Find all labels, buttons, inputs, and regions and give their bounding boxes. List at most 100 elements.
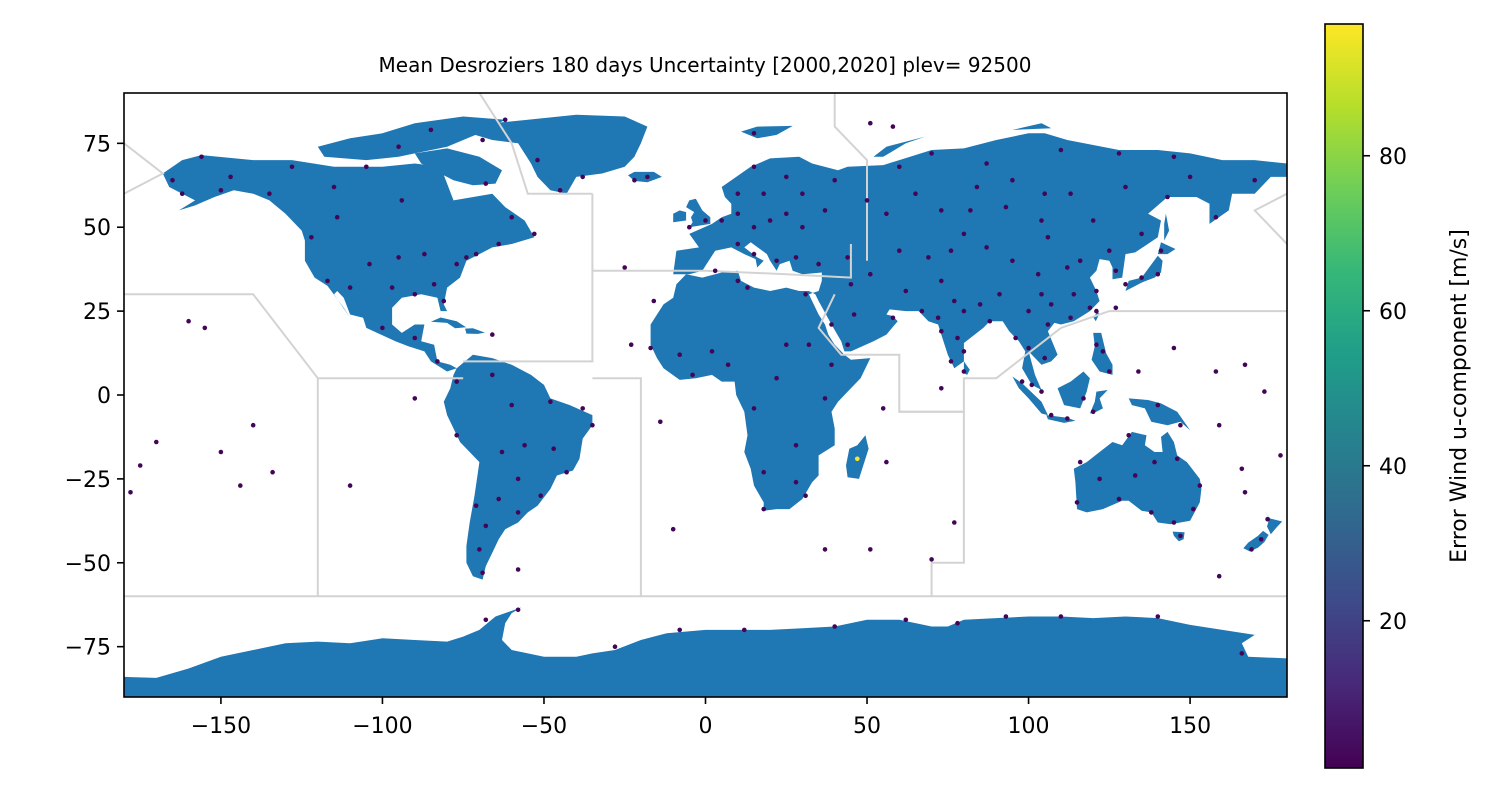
station-marker: [1042, 191, 1047, 196]
station-marker: [939, 278, 944, 284]
station-marker: [903, 617, 909, 623]
station-marker: [997, 292, 1002, 297]
station-marker: [1045, 322, 1051, 327]
station-marker: [848, 282, 854, 287]
station-marker: [712, 268, 718, 274]
new-zealand-north-land: [1263, 510, 1283, 535]
station-marker: [1039, 389, 1044, 394]
region-boundaries: [124, 93, 1287, 598]
station-marker: [822, 547, 828, 552]
station-marker: [952, 520, 957, 525]
station-marker: [499, 449, 505, 455]
station-marker: [496, 496, 502, 502]
station-marker: [926, 255, 931, 260]
station-marker: [735, 278, 741, 284]
station-marker: [580, 174, 585, 180]
station-marker: [984, 245, 989, 250]
station-marker: [1081, 396, 1086, 401]
station-marker: [1087, 305, 1093, 311]
station-marker: [490, 372, 495, 378]
map-plot-area: [124, 93, 1287, 697]
station-marker: [502, 117, 508, 123]
station-marker: [515, 607, 521, 613]
station-marker: [325, 278, 330, 284]
station-marker: [1048, 412, 1054, 418]
region-boundary-10: [930, 411, 965, 597]
sakhalin-land: [1164, 213, 1170, 241]
station-marker: [1155, 614, 1161, 619]
station-marker: [522, 443, 527, 448]
cuba-land: [430, 317, 467, 329]
station-marker: [919, 308, 925, 314]
region-boundary-5: [478, 93, 593, 195]
station-marker: [884, 459, 889, 465]
station-marker: [974, 184, 980, 190]
station-marker: [939, 328, 944, 334]
station-marker: [1010, 258, 1015, 264]
station-marker: [1116, 151, 1122, 156]
station-marker: [658, 419, 663, 425]
station-marker: [977, 302, 983, 307]
station-marker: [1077, 258, 1083, 264]
station-marker: [1242, 490, 1248, 495]
station-marker: [1213, 214, 1219, 220]
x-tick-label: 150: [1169, 714, 1211, 739]
station-marker: [331, 184, 337, 190]
station-marker: [822, 396, 828, 401]
station-marker: [477, 547, 482, 552]
x-tick-label: 100: [1008, 714, 1050, 739]
station-marker: [816, 261, 821, 267]
station-marker: [364, 164, 369, 170]
station-marker: [751, 406, 757, 411]
x-tick-label: 0: [699, 714, 713, 739]
station-marker: [784, 342, 789, 348]
station-marker: [496, 241, 502, 247]
station-marker: [1171, 345, 1177, 351]
station-marker: [170, 177, 175, 183]
region-boundary-1: [124, 293, 319, 597]
station-marker: [1010, 177, 1015, 183]
station-marker: [1252, 177, 1257, 183]
station-marker: [612, 644, 618, 649]
station-marker: [1113, 305, 1119, 311]
colorbar-axis: 20 40 60 80: [1363, 145, 1407, 635]
station-marker: [735, 191, 741, 196]
station-marker: [1094, 342, 1099, 348]
station-marker: [590, 422, 595, 428]
station-marker: [670, 526, 676, 532]
station-marker: [557, 188, 563, 193]
station-marker: [1178, 533, 1183, 539]
x-tick-label: −100: [352, 714, 412, 739]
station-marker: [961, 231, 967, 237]
new-zealand-south-land: [1243, 530, 1269, 552]
station-marker: [535, 157, 540, 163]
station-marker: [793, 255, 799, 260]
station-marker: [767, 218, 773, 223]
station-marker: [1077, 459, 1083, 465]
station-marker: [868, 120, 873, 126]
station-marker: [961, 369, 967, 374]
station-marker: [347, 285, 353, 290]
station-marker: [632, 177, 637, 183]
station-marker: [309, 235, 314, 240]
land-layer: [124, 114, 1287, 697]
station-marker: [903, 288, 909, 294]
station-marker: [428, 127, 434, 133]
region-boundary-3: [463, 193, 594, 363]
station-marker: [1178, 422, 1183, 428]
station-marker: [751, 164, 757, 170]
station-marker: [761, 506, 766, 512]
station-marker: [1126, 433, 1131, 438]
antarctica-land: [124, 607, 1287, 697]
station-marker: [800, 191, 805, 196]
station-marker: [1249, 547, 1254, 552]
station-marker: [1097, 476, 1102, 482]
station-marker: [218, 449, 224, 455]
station-marker: [929, 557, 934, 562]
station-marker: [1068, 315, 1073, 321]
station-marker: [1107, 248, 1112, 253]
station-marker: [984, 161, 989, 166]
station-marker: [803, 292, 808, 297]
station-marker: [880, 406, 886, 411]
station-marker: [829, 322, 834, 327]
